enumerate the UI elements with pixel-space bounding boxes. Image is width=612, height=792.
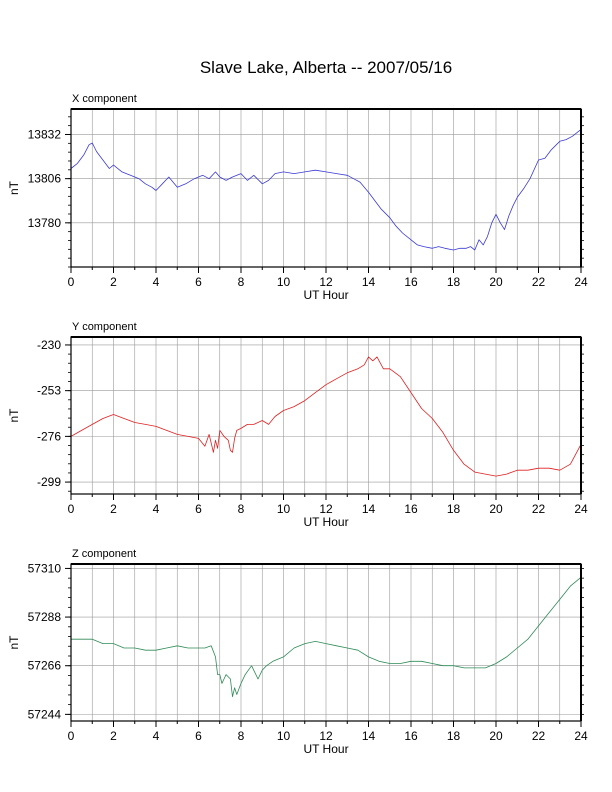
z-component-title: Z component: [72, 548, 136, 560]
z-component-x-tick-label: 22: [532, 729, 546, 743]
y-component-series-line: [70, 356, 582, 477]
x-component-x-tick-label: 18: [447, 275, 461, 289]
z-component-x-axis-label: UT Hour: [303, 742, 348, 756]
x-component-x-tick-label: 6: [195, 275, 202, 289]
z-component-panel: 0 2 4 6 8 10 12 14 16 18 20 22 245724457266572885731…: [7, 548, 588, 756]
y-component-x-tick-label: 0: [68, 502, 75, 516]
z-component-x-tick-label: 8: [238, 729, 245, 743]
z-component-x-tick-label: 2: [110, 729, 117, 743]
x-component-y-axis-label: nT: [7, 180, 21, 195]
z-component-x-tick-label: 6: [195, 729, 202, 743]
y-component-y-tick-label: -230: [37, 338, 61, 352]
z-component-x-tick-label: 4: [153, 729, 160, 743]
z-component-y-tick-label: 57310: [28, 561, 62, 575]
y-component-x-tick-label: 10: [277, 502, 291, 516]
x-component-x-tick-label: 22: [532, 275, 546, 289]
z-component-y-tick-label: 57288: [28, 610, 62, 624]
y-component-x-tick-label: 4: [153, 502, 160, 516]
z-component-y-axis-label: nT: [7, 635, 21, 650]
x-component-x-tick-label: 8: [238, 275, 245, 289]
x-component-x-tick-label: 12: [319, 275, 333, 289]
y-component-y-axis-label: nT: [7, 408, 21, 423]
x-component-x-tick-label: 24: [574, 275, 588, 289]
z-component-x-tick-label: 24: [574, 729, 588, 743]
z-component-x-tick-label: 18: [447, 729, 461, 743]
x-component-x-tick-label: 4: [153, 275, 160, 289]
z-component-x-tick-label: 12: [319, 729, 333, 743]
z-component-x-tick-label: 20: [489, 729, 503, 743]
x-component-x-tick-label: 20: [489, 275, 503, 289]
y-component-x-tick-label: 14: [362, 502, 376, 516]
y-component-y-tick-label: -276: [37, 429, 61, 443]
x-component-title: X component: [72, 93, 137, 105]
z-component-series-line: [71, 576, 582, 698]
y-component-y-tick-label: -253: [37, 384, 61, 398]
y-component-x-tick-label: 20: [489, 502, 503, 516]
x-component-x-tick-label: 16: [404, 275, 418, 289]
z-component-x-tick-label: 14: [362, 729, 376, 743]
y-component-x-axis-label: UT Hour: [303, 515, 348, 529]
y-component-x-tick-label: 18: [447, 502, 461, 516]
x-component-x-axis-label: UT Hour: [303, 288, 348, 302]
y-component-x-tick-label: 12: [319, 502, 333, 516]
y-component-y-tick-label: -299: [37, 475, 61, 489]
x-component-x-tick-label: 2: [110, 275, 117, 289]
y-component-x-tick-label: 22: [532, 502, 546, 516]
y-component-x-tick-label: 8: [238, 502, 245, 516]
x-component-x-tick-label: 10: [277, 275, 291, 289]
x-component-y-tick-label: 13806: [28, 172, 62, 186]
z-component-y-tick-label: 57244: [28, 707, 62, 721]
z-component-x-tick-label: 10: [277, 729, 291, 743]
y-component-x-tick-label: 24: [574, 502, 588, 516]
y-component-title: Y component: [72, 321, 137, 333]
y-component-x-tick-label: 16: [404, 502, 418, 516]
z-component-y-tick-label: 57266: [28, 659, 62, 673]
y-component-x-tick-label: 2: [110, 502, 117, 516]
x-component-x-tick-label: 14: [362, 275, 376, 289]
chart-main-title: Slave Lake, Alberta -- 2007/05/16: [199, 58, 453, 77]
y-component-x-tick-label: 6: [195, 502, 202, 516]
x-component-y-tick-label: 13780: [28, 216, 62, 230]
x-component-series-line: [70, 129, 582, 251]
z-component-x-tick-label: 16: [404, 729, 418, 743]
x-component-y-tick-label: 13832: [28, 127, 62, 141]
x-component-x-tick-label: 0: [68, 275, 75, 289]
z-component-x-tick-label: 0: [68, 729, 75, 743]
